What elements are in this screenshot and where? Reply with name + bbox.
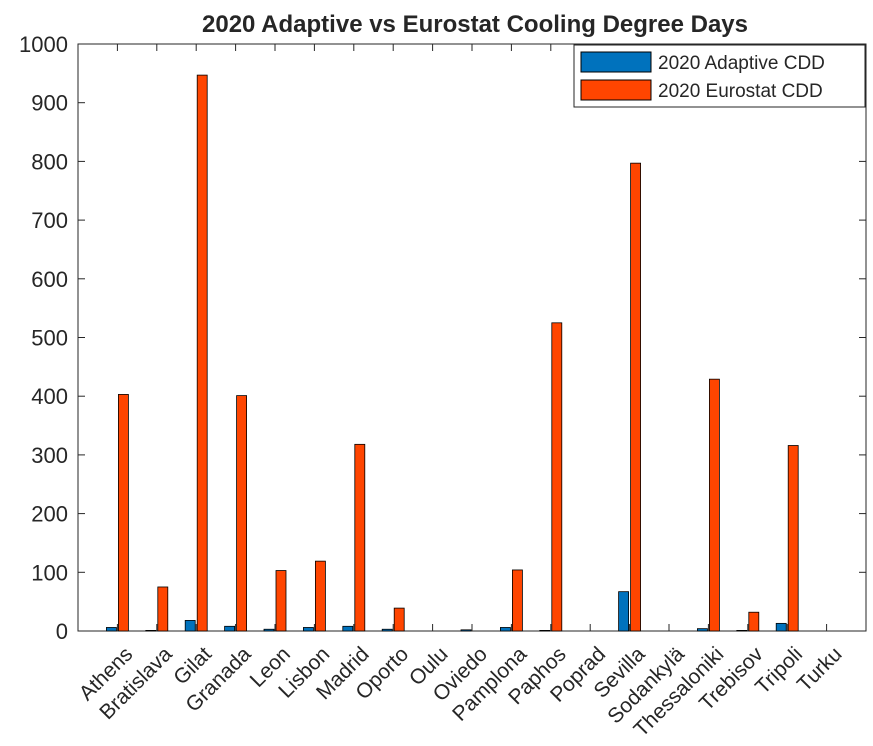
bar-adaptive-cdd <box>381 628 393 632</box>
y-tick-label: 700 <box>31 208 68 233</box>
bars <box>106 74 799 632</box>
plot-axes <box>77 43 867 632</box>
y-tick-label: 0 <box>56 619 68 644</box>
bar-eurostat-cdd <box>314 560 326 632</box>
y-tick-label: 800 <box>31 149 68 174</box>
y-tick-label: 1000 <box>19 32 68 57</box>
x-tick-label: Turku <box>793 643 847 697</box>
bar-adaptive-cdd <box>184 620 196 632</box>
legend: 2020 Adaptive CDD 2020 Eurostat CDD <box>573 44 866 108</box>
bar-adaptive-cdd <box>499 627 511 632</box>
bar-adaptive-cdd <box>539 630 551 632</box>
y-tick-label: 400 <box>31 384 68 409</box>
y-tick-label: 500 <box>31 326 68 351</box>
bar-eurostat-cdd <box>630 162 641 632</box>
bar-eurostat-cdd <box>275 570 287 632</box>
bar-adaptive-cdd <box>697 628 708 632</box>
plot-frame <box>77 43 867 632</box>
bar-eurostat-cdd <box>196 74 208 632</box>
legend-swatch-eurostat <box>580 79 652 101</box>
bar-eurostat-cdd <box>709 378 720 632</box>
bar-adaptive-cdd <box>736 630 748 632</box>
legend-label-adaptive: 2020 Adaptive CDD <box>658 53 825 74</box>
y-tick-label: 600 <box>31 267 68 292</box>
bar-eurostat-cdd <box>551 322 563 632</box>
bar-eurostat-cdd <box>787 445 799 632</box>
bar-eurostat-cdd <box>393 607 405 632</box>
bar-adaptive-cdd <box>460 629 472 632</box>
y-tick-label: 300 <box>31 443 68 468</box>
bar-eurostat-cdd <box>157 586 169 632</box>
legend-label-eurostat: 2020 Eurostat CDD <box>658 81 823 102</box>
bar-adaptive-cdd <box>342 625 354 632</box>
bar-adaptive-cdd <box>618 591 629 632</box>
legend-swatch-adaptive <box>580 51 652 73</box>
bar-eurostat-cdd <box>512 569 523 632</box>
bar-adaptive-cdd <box>145 630 157 632</box>
y-tick-label: 200 <box>31 502 68 527</box>
y-axis-ticks: 0 100 200 300 400 500 600 700 800 900 1000 <box>19 32 68 644</box>
bar-eurostat-cdd <box>354 443 366 632</box>
y-tick-label: 900 <box>31 91 68 116</box>
bar-adaptive-cdd <box>263 628 275 632</box>
x-axis-ticks: AthensBratislavaGilatGranadaLeonLisbonMa… <box>75 642 847 741</box>
bar-eurostat-cdd <box>118 394 129 632</box>
y-tick-label: 100 <box>31 560 68 585</box>
bar-eurostat-cdd <box>748 611 760 632</box>
bar-adaptive-cdd <box>775 622 787 632</box>
chart-title: 2020 Adaptive vs Eurostat Cooling Degree… <box>202 11 748 38</box>
bar-eurostat-cdd <box>236 395 248 632</box>
bar-adaptive-cdd <box>302 627 314 632</box>
bar-adaptive-cdd <box>224 625 236 632</box>
bar-adaptive-cdd <box>106 627 117 632</box>
